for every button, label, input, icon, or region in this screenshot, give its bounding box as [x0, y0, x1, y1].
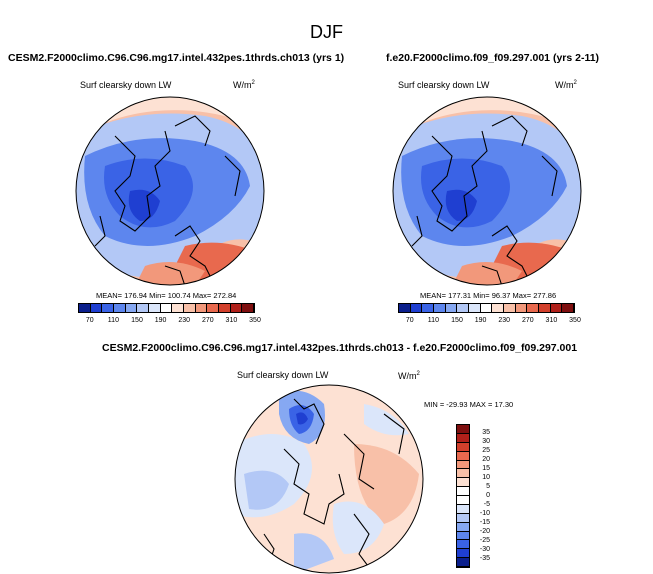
colorbar-tick-label: 270: [521, 317, 534, 324]
colorbar-swatch: [480, 304, 493, 312]
colorbar-swatch: [457, 531, 469, 541]
colorbar-tick-label: -10: [479, 510, 490, 517]
colorbar-tick-label: 310: [545, 317, 558, 324]
colorbar-swatch: [457, 496, 469, 505]
colorbar-swatch: [469, 304, 481, 312]
colorbar-tick-label: -35: [479, 555, 490, 562]
colorbar-tick-label: 10: [482, 474, 490, 481]
colorbar-swatch: [457, 469, 469, 479]
colorbar-tick-label: 110: [107, 317, 119, 324]
colorbar-tick-label: -5: [483, 501, 490, 508]
colorbar-swatch: [90, 304, 103, 312]
colorbar-swatch: [457, 513, 469, 523]
colorbar-swatch: [230, 304, 243, 312]
colorbar-tick-label: -15: [479, 519, 490, 526]
panel3-colorbar: [456, 424, 470, 568]
page-title: DJF: [310, 22, 343, 42]
colorbar-tick-label: -20: [479, 528, 490, 535]
colorbar-tick-label: 350: [249, 317, 261, 324]
colorbar-tick-label: 150: [451, 317, 463, 324]
colorbar-swatch: [242, 304, 255, 312]
colorbar-swatch: [399, 304, 411, 312]
panel3-variable-label: Surf clearsky down LW: [237, 370, 329, 380]
panel3-colorbar-ticks: 35 30 25 20 15 10 5 0 -5 -10 -15 -20 -25 -30 -35: [472, 424, 492, 568]
panel3-polar-map: [234, 384, 424, 574]
colorbar-tick-label: 20: [482, 456, 490, 463]
colorbar-swatch: [219, 304, 231, 312]
colorbar-swatch: [125, 304, 138, 312]
colorbar-swatch: [457, 522, 469, 532]
panel2-units: W/m2: [555, 80, 577, 90]
colorbar-swatch: [207, 304, 220, 312]
colorbar-swatch: [457, 504, 469, 514]
colorbar-tick-label: -25: [479, 537, 490, 544]
panel1-colorbar: [78, 303, 255, 313]
colorbar-swatch: [457, 540, 469, 550]
colorbar-tick-label: 70: [405, 317, 414, 324]
colorbar-tick-label: 0: [486, 492, 490, 499]
panel2-stats: MEAN= 177.31 Min= 96.37 Max= 277.86: [420, 291, 557, 300]
colorbar-tick-label: 270: [201, 317, 214, 324]
panel1-variable-label: Surf clearsky down LW: [80, 80, 172, 90]
colorbar-tick-label: 15: [482, 465, 490, 472]
panel1-stats: MEAN= 176.94 Min= 100.74 Max= 272.84: [96, 291, 237, 300]
colorbar-tick-label: 230: [498, 317, 511, 324]
colorbar-tick-label: 350: [569, 317, 581, 324]
colorbar-tick-label: 35: [482, 429, 490, 436]
colorbar-tick-label: 110: [427, 317, 439, 324]
panel1-colorbar-ticks: 70 110 150 190 230 270 310 350: [78, 317, 261, 327]
colorbar-swatch: [172, 304, 185, 312]
panel3-case-title: CESM2.F2000climo.C96.C96.mg17.intel.432p…: [102, 342, 578, 354]
colorbar-tick-label: 150: [131, 317, 143, 324]
colorbar-swatch: [149, 304, 161, 312]
colorbar-swatch: [457, 478, 469, 488]
colorbar-swatch: [527, 304, 540, 312]
colorbar-swatch: [550, 304, 563, 312]
colorbar-tick-label: -30: [479, 546, 490, 553]
colorbar-swatch: [492, 304, 505, 312]
colorbar-swatch: [457, 460, 469, 470]
panel1-units: W/m2: [233, 80, 255, 90]
colorbar-swatch: [184, 304, 196, 312]
colorbar-tick-label: 230: [178, 317, 191, 324]
colorbar-swatch: [410, 304, 423, 312]
colorbar-tick-label: 310: [225, 317, 238, 324]
colorbar-tick-label: 30: [482, 438, 490, 445]
colorbar-tick-label: 190: [474, 317, 487, 324]
colorbar-swatch: [137, 304, 150, 312]
colorbar-swatch: [422, 304, 435, 312]
colorbar-swatch: [102, 304, 115, 312]
colorbar-swatch: [457, 304, 470, 312]
colorbar-tick-label: 5: [486, 483, 490, 490]
colorbar-swatch: [539, 304, 551, 312]
panel2-colorbar-ticks: 70 110 150 190 230 270 310 350: [398, 317, 581, 327]
panel2-case-title: f.e20.F2000climo.f09_f09.297.001 (yrs 2-…: [386, 52, 600, 64]
colorbar-swatch: [457, 549, 469, 559]
colorbar-swatch: [457, 558, 469, 567]
colorbar-swatch: [457, 433, 469, 443]
colorbar-swatch: [445, 304, 458, 312]
colorbar-swatch: [195, 304, 208, 312]
colorbar-swatch: [79, 304, 91, 312]
colorbar-swatch: [562, 304, 575, 312]
colorbar-tick-label: 190: [154, 317, 167, 324]
colorbar-swatch: [457, 425, 469, 434]
colorbar-swatch: [457, 442, 469, 452]
colorbar-swatch: [160, 304, 173, 312]
panel2-variable-label: Surf clearsky down LW: [398, 80, 490, 90]
colorbar-swatch: [457, 451, 469, 461]
colorbar-tick-label: 25: [482, 447, 490, 454]
colorbar-swatch: [515, 304, 528, 312]
panel1-case-title: CESM2.F2000climo.C96.C96.mg17.intel.432p…: [8, 52, 345, 64]
panel3-units: W/m2: [398, 371, 420, 381]
panel1-polar-map: [75, 96, 265, 286]
panel2-colorbar: [398, 303, 575, 313]
panel2-polar-map: [392, 96, 582, 286]
colorbar-swatch: [504, 304, 516, 312]
panel3-stats: MIN = -29.93 MAX = 17.30: [424, 400, 514, 409]
colorbar-swatch: [434, 304, 446, 312]
colorbar-tick-label: 70: [85, 317, 94, 324]
colorbar-swatch: [457, 487, 469, 496]
colorbar-swatch: [114, 304, 126, 312]
